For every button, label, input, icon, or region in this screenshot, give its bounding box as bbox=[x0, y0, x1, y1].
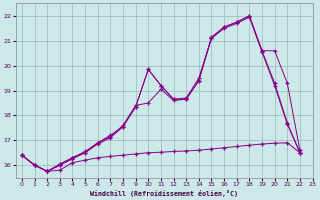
X-axis label: Windchill (Refroidissement éolien,°C): Windchill (Refroidissement éolien,°C) bbox=[90, 190, 238, 197]
